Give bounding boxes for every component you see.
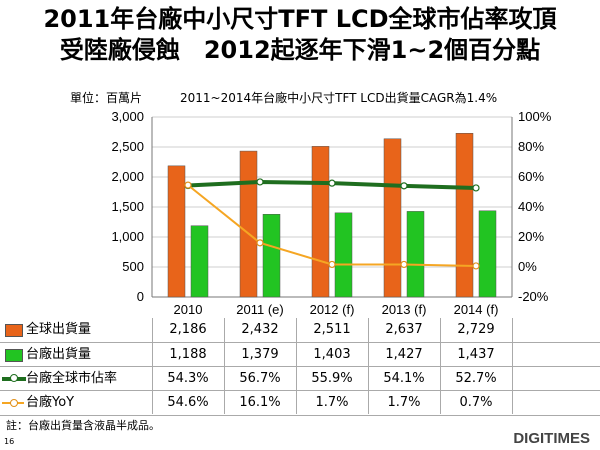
x-tick-label: 2013 (f) [382, 302, 427, 317]
data-table-cell: 54.1% [383, 371, 425, 386]
data-table-cell: 1,188 [169, 347, 207, 362]
y-right-tick-label: 80% [518, 139, 544, 154]
data-table-column-divider [152, 318, 153, 414]
data-table-cell: 1.7% [315, 395, 349, 410]
data-table-cell: 55.9% [311, 371, 353, 386]
page-number: 16 [4, 437, 15, 446]
line-taiwan-yoy [187, 184, 477, 267]
point-taiwan-yoy [328, 260, 336, 269]
title-line-1: 2011年台廠中小尺寸TFT LCD全球市佔率攻頂 [43, 5, 557, 33]
data-table-column-divider [368, 318, 369, 414]
y-left-tick-label: 1,500 [111, 199, 144, 214]
point-taiwan-yoy [400, 260, 408, 269]
x-tick-label: 2012 (f) [310, 302, 355, 317]
title-line-2: 受陸廠侵蝕 2012起逐年下滑1~2個百分點 [59, 36, 541, 64]
legend-key [2, 343, 26, 367]
data-table-cell: 2,511 [313, 322, 351, 337]
data-table-cell: 52.7% [455, 371, 497, 386]
point-taiwan-market-share [328, 179, 336, 187]
bar-global-shipment [239, 150, 258, 298]
y-right-tick-label: 60% [518, 169, 544, 184]
data-table-row-label: 台廠YoY [26, 395, 75, 410]
bar-global-shipment [311, 146, 330, 298]
bar-taiwan-shipment [406, 211, 425, 298]
point-taiwan-yoy [256, 239, 264, 247]
data-table-row-label: 台廠出貨量 [26, 347, 92, 362]
point-taiwan-market-share [256, 178, 264, 186]
legend-key [2, 391, 26, 415]
x-tick-label: 2011 (e) [236, 302, 283, 317]
data-table-column-divider [512, 318, 513, 414]
bar-global-shipment [383, 138, 402, 298]
point-taiwan-yoy [472, 262, 480, 270]
data-table: 全球出貨量 2,186 2,432 2,511 2,637 2,729 台廠出貨量 1,188… [0, 318, 600, 416]
brand-logo: DIGITIMES [513, 430, 590, 447]
data-table-cell: 2,186 [169, 322, 207, 337]
x-tick-label: 2014 (f) [454, 302, 499, 317]
data-table-column-divider [440, 318, 441, 414]
data-table-row: 台廠出貨量 1,188 1,379 1,403 1,427 1,437 [0, 342, 600, 367]
bar-global-shipment [455, 133, 474, 298]
y-left-tick-label: 500 [122, 259, 144, 274]
data-table-cell: 1.7% [387, 395, 421, 410]
data-table-cell: 54.3% [167, 371, 209, 386]
bar-taiwan-shipment [334, 212, 353, 298]
y-right-tick-label: 40% [518, 199, 544, 214]
bar-taiwan-shipment [190, 225, 209, 298]
bar-taiwan-shipment [478, 210, 497, 298]
data-table-row-label: 全球出貨量 [26, 322, 92, 337]
chart-title: 2011年台廠中小尺寸TFT LCD全球市佔率攻頂 受陸廠侵蝕 2012起逐年下… [0, 4, 600, 66]
y-right-tick-label: 100% [518, 109, 552, 124]
data-table-cell: 1,379 [241, 347, 279, 362]
data-table-cell: 2,729 [457, 322, 495, 337]
y-right-tick-label: 0% [518, 259, 537, 274]
y-right-tick-label: -20% [518, 289, 549, 304]
data-table-cell: 1,437 [457, 347, 495, 362]
y-left-tick-label: 2,000 [111, 169, 144, 184]
y-left-tick-label: 2,500 [111, 139, 144, 154]
data-table-row: 台廠全球市佔率 54.3% 56.7% 55.9% 54.1% 52.7% [0, 366, 600, 391]
cagr-note: 2011~2014年台廠中小尺寸TFT LCD出貨量CAGR為1.4% [180, 91, 498, 105]
y-left-tick-label: 3,000 [111, 109, 144, 124]
bar-taiwan-shipment [262, 214, 281, 298]
data-table-row-label: 台廠全球市佔率 [26, 371, 118, 386]
y-right-tick-label: 20% [518, 229, 544, 244]
footnote: 註：台廠出貨量含液晶半成品。 [6, 419, 160, 432]
data-table-cell: 1,427 [385, 347, 423, 362]
data-table-cell: 16.1% [239, 395, 281, 410]
bar-global-shipment [167, 165, 186, 298]
data-table-row: 全球出貨量 2,186 2,432 2,511 2,637 2,729 [0, 318, 600, 342]
data-table-column-divider [296, 318, 297, 414]
point-taiwan-yoy [184, 181, 192, 189]
data-table-cell: 1,403 [313, 347, 351, 362]
data-table-cell: 0.7% [459, 395, 493, 410]
x-tick-label: 2010 [174, 302, 203, 317]
unit-label: 單位：百萬片 [70, 91, 143, 105]
y-left-tick-label: 1,000 [111, 229, 144, 244]
legend-key [2, 318, 26, 342]
legend-key [2, 367, 26, 391]
point-taiwan-market-share [472, 184, 480, 192]
data-table-cell: 2,432 [241, 322, 279, 337]
point-taiwan-market-share [400, 182, 408, 190]
data-table-row: 台廠YoY 54.6% 16.1% 1.7% 1.7% 0.7% [0, 390, 600, 416]
y-left-tick-label: 0 [137, 289, 144, 304]
data-table-cell: 54.6% [167, 395, 209, 410]
data-table-cell: 2,637 [385, 322, 423, 337]
data-table-column-divider [224, 318, 225, 414]
data-table-cell: 56.7% [239, 371, 281, 386]
